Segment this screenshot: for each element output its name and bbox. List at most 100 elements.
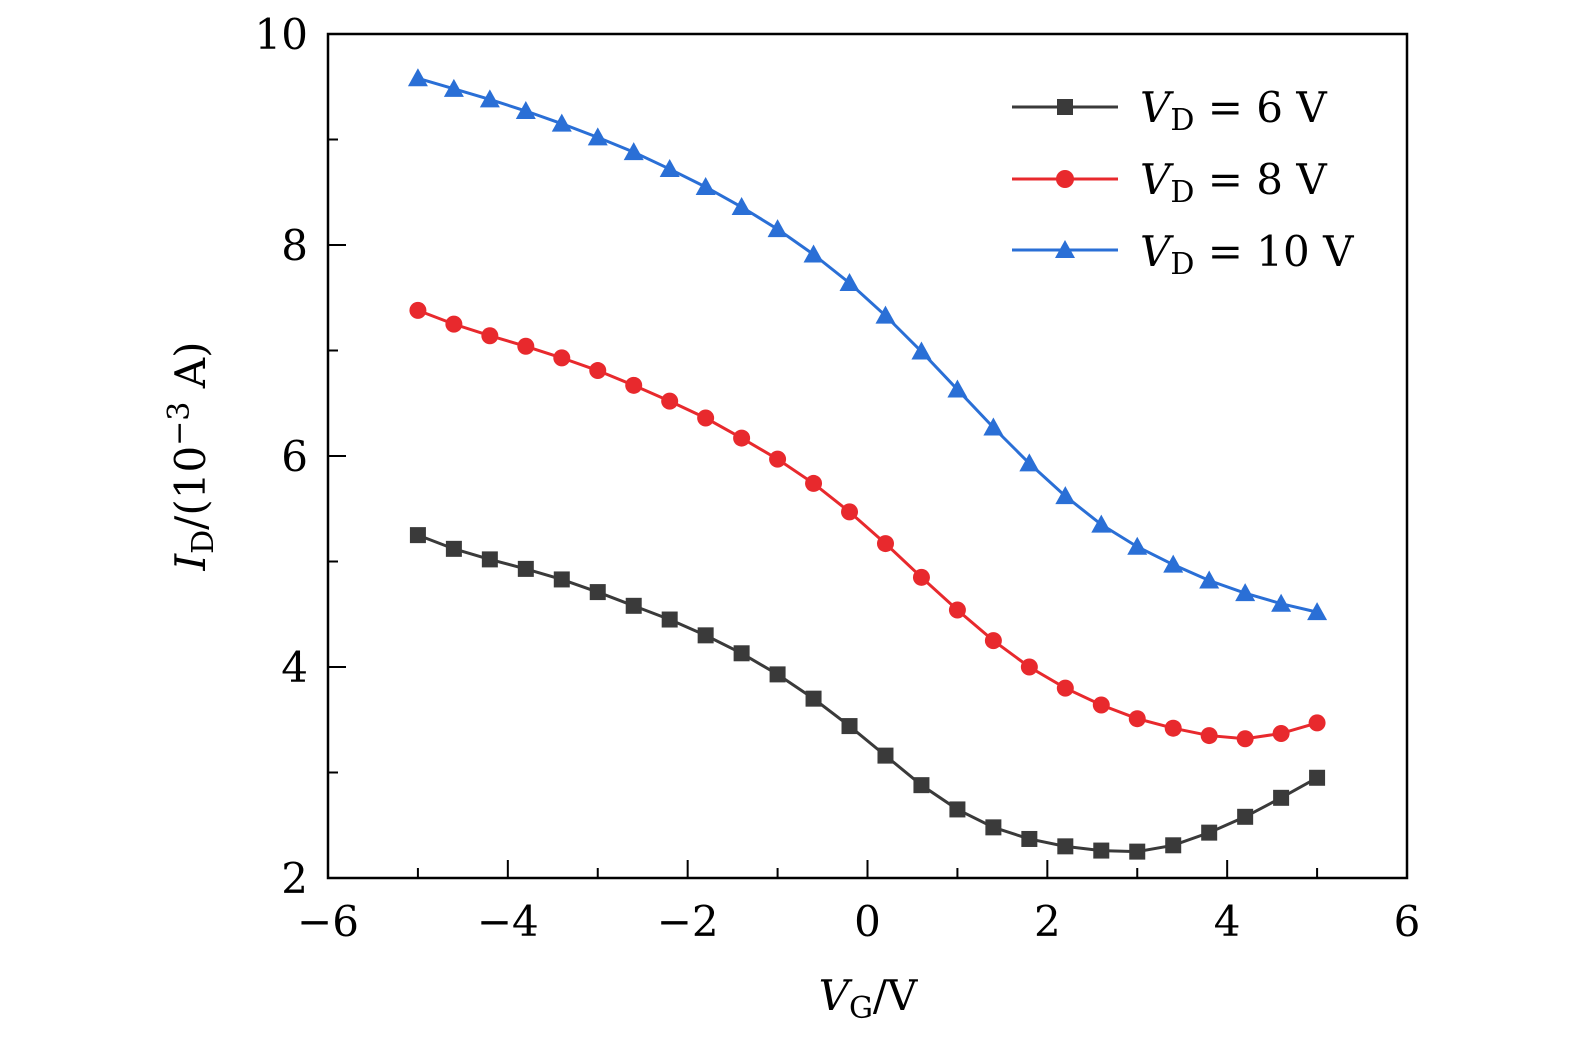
y-axis-title-rest: /(10 [166, 446, 215, 530]
data-point [1163, 554, 1184, 573]
y-tick-label: 6 [281, 432, 308, 481]
data-point [1127, 536, 1148, 555]
data-point [985, 819, 1002, 836]
data-point [733, 645, 750, 662]
legend-entry-vd-10: VD = 10 V [1012, 227, 1354, 282]
data-point [659, 159, 680, 178]
data-point [731, 197, 752, 216]
data-point [443, 78, 464, 97]
y-tick-label: 8 [281, 221, 308, 270]
data-point [1093, 842, 1110, 859]
y-tick-label: 2 [281, 854, 308, 903]
y-tick-label: 4 [281, 643, 308, 692]
data-point [1057, 838, 1074, 855]
x-axis-title-sub: G [849, 991, 873, 1026]
data-point [839, 272, 860, 291]
legend-label: VD = 10 V [1140, 227, 1354, 282]
data-point [661, 392, 679, 410]
data-point [551, 113, 572, 132]
y-axis-title-sub: D [186, 530, 221, 554]
data-point [1309, 769, 1326, 786]
data-point [695, 176, 716, 195]
x-tick-label: 0 [854, 897, 881, 946]
data-point [803, 244, 824, 263]
x-tick-label: 6 [1394, 897, 1421, 946]
series-line [417, 533, 1318, 854]
series-layer [407, 68, 1328, 860]
series-line [417, 76, 1318, 614]
data-point [445, 540, 462, 557]
plot-frame [326, 32, 1409, 880]
data-point [912, 568, 930, 586]
data-point [1021, 830, 1038, 847]
data-point [623, 142, 644, 161]
data-point [1019, 453, 1040, 472]
data-point [1164, 719, 1182, 737]
data-point [1236, 730, 1254, 748]
data-point [697, 627, 714, 644]
data-point [1200, 727, 1218, 745]
data-point [697, 409, 715, 427]
data-point [1307, 602, 1328, 621]
data-point [984, 632, 1002, 650]
y-axis-title: ID/(10−3 A) [162, 342, 221, 572]
data-point [876, 535, 894, 553]
y-axis-title-unit: A) [166, 342, 215, 402]
data-point [1020, 658, 1038, 676]
data-point [1272, 724, 1290, 742]
data-point [1092, 696, 1110, 714]
data-point [1235, 583, 1256, 602]
series-3 [407, 68, 1328, 621]
data-point [661, 611, 678, 628]
x-tick-label: −2 [657, 897, 719, 946]
data-point [769, 666, 786, 683]
series-2 [409, 301, 1326, 748]
data-point [625, 597, 642, 614]
data-point [589, 584, 606, 601]
data-point [481, 327, 499, 345]
data-point [733, 429, 751, 447]
legend: VD = 6 V VD = 8 V VD = 10 V [1012, 83, 1354, 282]
data-point [1091, 514, 1112, 533]
data-point [553, 349, 571, 367]
data-point [589, 362, 607, 380]
data-point [479, 89, 500, 108]
data-point [877, 747, 894, 764]
data-point [1055, 486, 1076, 505]
data-point [409, 301, 427, 319]
data-point [1201, 824, 1218, 841]
data-point [911, 341, 932, 360]
x-axis-title-rest: /V [873, 971, 918, 1020]
data-point [983, 417, 1004, 436]
y-axis-title-sup: −3 [162, 402, 197, 446]
data-point [767, 219, 788, 238]
data-point [1056, 679, 1074, 697]
data-point [1129, 843, 1146, 860]
data-point [409, 527, 426, 544]
data-point [1271, 593, 1292, 612]
series-1 [409, 527, 1326, 860]
data-point [805, 690, 822, 707]
x-tick-label: −6 [297, 897, 359, 946]
y-axis-title-main: I [166, 552, 215, 571]
x-axis-title-main: V [819, 971, 853, 1020]
x-axis-title: VG/V [819, 971, 918, 1026]
data-point [515, 101, 536, 120]
data-point [1165, 837, 1182, 854]
data-point [553, 571, 570, 588]
data-point [949, 801, 966, 818]
data-point [1273, 789, 1290, 806]
legend-marker-square [1057, 99, 1073, 115]
data-point [947, 379, 968, 398]
data-point [875, 305, 896, 324]
legend-entry-vd-6: VD = 6 V [1012, 83, 1327, 138]
tick-labels: −6 −4 −2 0 2 4 6 2 4 6 8 10 [255, 10, 1421, 946]
x-tick-label: 4 [1214, 897, 1241, 946]
data-point [1128, 710, 1146, 728]
data-point [1308, 714, 1326, 732]
data-point [1199, 570, 1220, 589]
data-point [481, 551, 498, 568]
x-tick-label: 2 [1034, 897, 1061, 946]
data-point [407, 68, 428, 87]
